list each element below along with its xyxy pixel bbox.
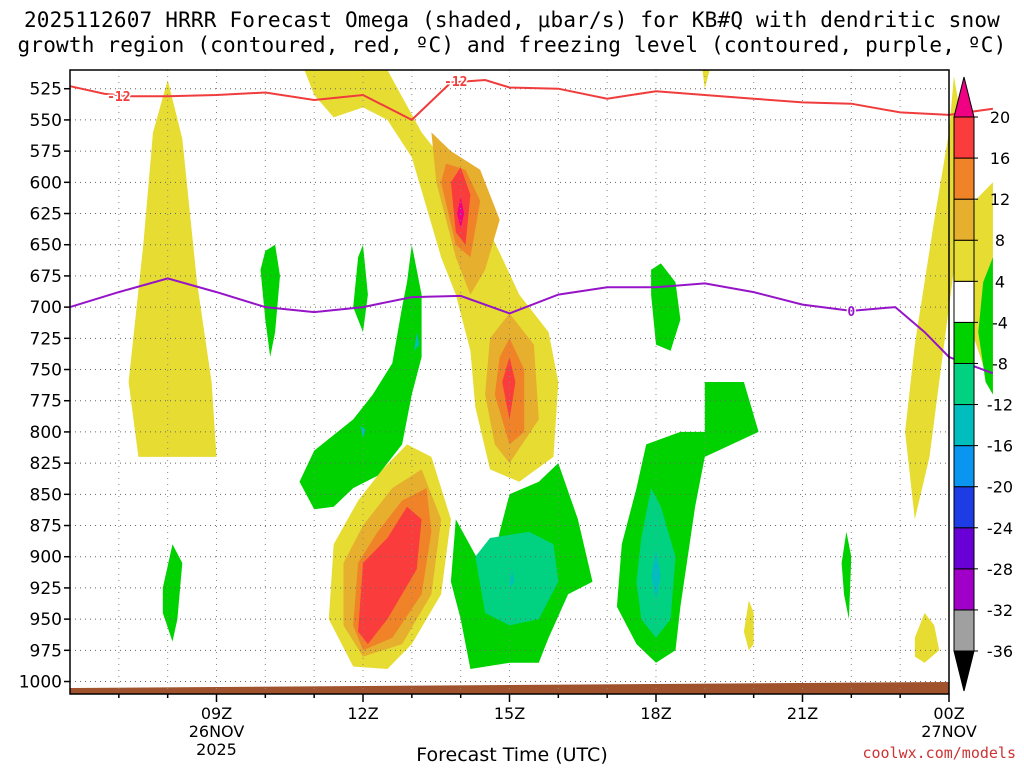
plot-frame — [69, 69, 950, 695]
colorbar-label: 4 — [995, 272, 1005, 291]
x-tick-label: 12Z — [347, 704, 378, 723]
omega-region — [457, 197, 465, 229]
x-axis-title: Forecast Time (UTC) — [416, 744, 608, 766]
colorbar-segment — [953, 239, 975, 282]
y-tick-label: 950 — [30, 610, 62, 630]
omega-region — [702, 70, 710, 89]
colorbar-segment — [953, 280, 975, 323]
x-tick-label: 18Z — [640, 704, 671, 723]
colorbar-segment — [953, 609, 975, 652]
omega-region — [743, 600, 754, 651]
omega-region — [162, 544, 183, 642]
colorbar-label: 20 — [990, 108, 1010, 127]
colorbar-label: -12 — [987, 396, 1013, 415]
x-tick-year: 2025 — [196, 740, 237, 759]
contour-label-minus12: -12 — [444, 75, 467, 90]
credit-text: coolwx.com/models — [862, 744, 1016, 762]
y-tick-label: 575 — [30, 142, 62, 162]
omega-region — [128, 80, 217, 457]
y-tick-label: 1000 — [19, 673, 62, 693]
y-tick-label: 925 — [30, 579, 62, 599]
y-tick-label: 850 — [30, 485, 62, 505]
omega-region — [358, 506, 422, 645]
y-tick-label: 800 — [30, 423, 62, 443]
colorbar-label: 16 — [990, 149, 1010, 168]
colorbar-label: -36 — [987, 642, 1013, 661]
colorbar-segment — [953, 321, 975, 364]
omega-region — [353, 244, 368, 333]
y-tick-label: 975 — [30, 641, 62, 661]
omega-region — [841, 531, 852, 620]
colorbar-label: 8 — [995, 231, 1005, 250]
colorbar-segment — [953, 486, 975, 529]
colorbar-segment — [953, 404, 975, 447]
contour-label-zero: 0 — [847, 305, 855, 320]
colorbar-segment — [953, 445, 975, 488]
x-tick-label: 21Z — [787, 704, 818, 723]
y-tick-label: 625 — [30, 205, 62, 225]
y-tick-label: 750 — [30, 361, 62, 381]
colorbar-segment — [953, 527, 975, 570]
y-tick-label: 825 — [30, 454, 62, 474]
chart-title-line-1: 2025112607 HRRR Forecast Omega (shaded, … — [23, 8, 1001, 32]
colorbar-segment — [953, 198, 975, 241]
x-tick-label: 09Z — [201, 704, 232, 723]
omega-region — [651, 550, 661, 601]
y-tick-label: 550 — [30, 111, 62, 131]
omega-region — [260, 244, 280, 357]
colorbar-label: -32 — [987, 601, 1013, 620]
omega-region — [360, 425, 366, 439]
omega-region — [414, 332, 420, 351]
colorbar-max-triangle — [953, 76, 975, 118]
contour-lines: -12 -12 0 — [69, 74, 994, 375]
chart-gridlines — [70, 70, 950, 694]
omega-region — [502, 357, 516, 420]
colorbar-label: -4 — [992, 313, 1008, 332]
y-tick-label: 900 — [30, 548, 62, 568]
colorbar: 20 16 12 8 4 -4 -8 -12 -16 -20 -24 -28 -32 -36 — [953, 76, 1013, 692]
omega-region — [914, 612, 940, 663]
contour-label-minus12: -12 — [107, 90, 130, 105]
colorbar-label: -20 — [987, 478, 1013, 497]
colorbar-label: -28 — [987, 560, 1013, 579]
colorbar-segment — [953, 116, 975, 159]
x-tick-date: 27NOV — [921, 722, 977, 741]
omega-region — [509, 569, 515, 588]
omega-shading — [70, 70, 993, 694]
x-tick-label: 15Z — [494, 704, 525, 723]
colorbar-segment — [953, 568, 975, 611]
colorbar-min-triangle — [953, 650, 975, 692]
x-tick-date: 26NOV — [189, 722, 245, 741]
omega-region — [299, 244, 422, 510]
y-tick-label: 650 — [30, 236, 62, 256]
y-tick-label: 775 — [30, 392, 62, 412]
omega-region — [475, 531, 559, 626]
chart-title-line-2: growth region (contoured, red, ºC) and f… — [17, 33, 1007, 57]
y-tick-label: 675 — [30, 267, 62, 287]
omega-region — [978, 257, 993, 395]
y-tick-label: 700 — [30, 298, 62, 318]
colorbar-label: 12 — [990, 190, 1010, 209]
y-tick-label: 875 — [30, 517, 62, 537]
y-tick-label: 725 — [30, 329, 62, 349]
y-tick-label: 600 — [30, 173, 62, 193]
colorbar-label: -16 — [987, 437, 1013, 456]
dendritic-growth-contour-line — [69, 78, 994, 122]
colorbar-segment — [953, 157, 975, 200]
freezing-level-contour-line — [69, 277, 994, 375]
y-tick-label: 525 — [30, 80, 62, 100]
colorbar-label: -8 — [992, 354, 1008, 373]
colorbar-segment — [953, 362, 975, 406]
colorbar-label: -24 — [987, 519, 1013, 538]
x-tick-label: 00Z — [933, 704, 964, 723]
y-axis: 525 550 575 600 625 650 675 700 725 750 775 800 825 8… — [19, 80, 70, 693]
omega-region — [616, 382, 759, 663]
